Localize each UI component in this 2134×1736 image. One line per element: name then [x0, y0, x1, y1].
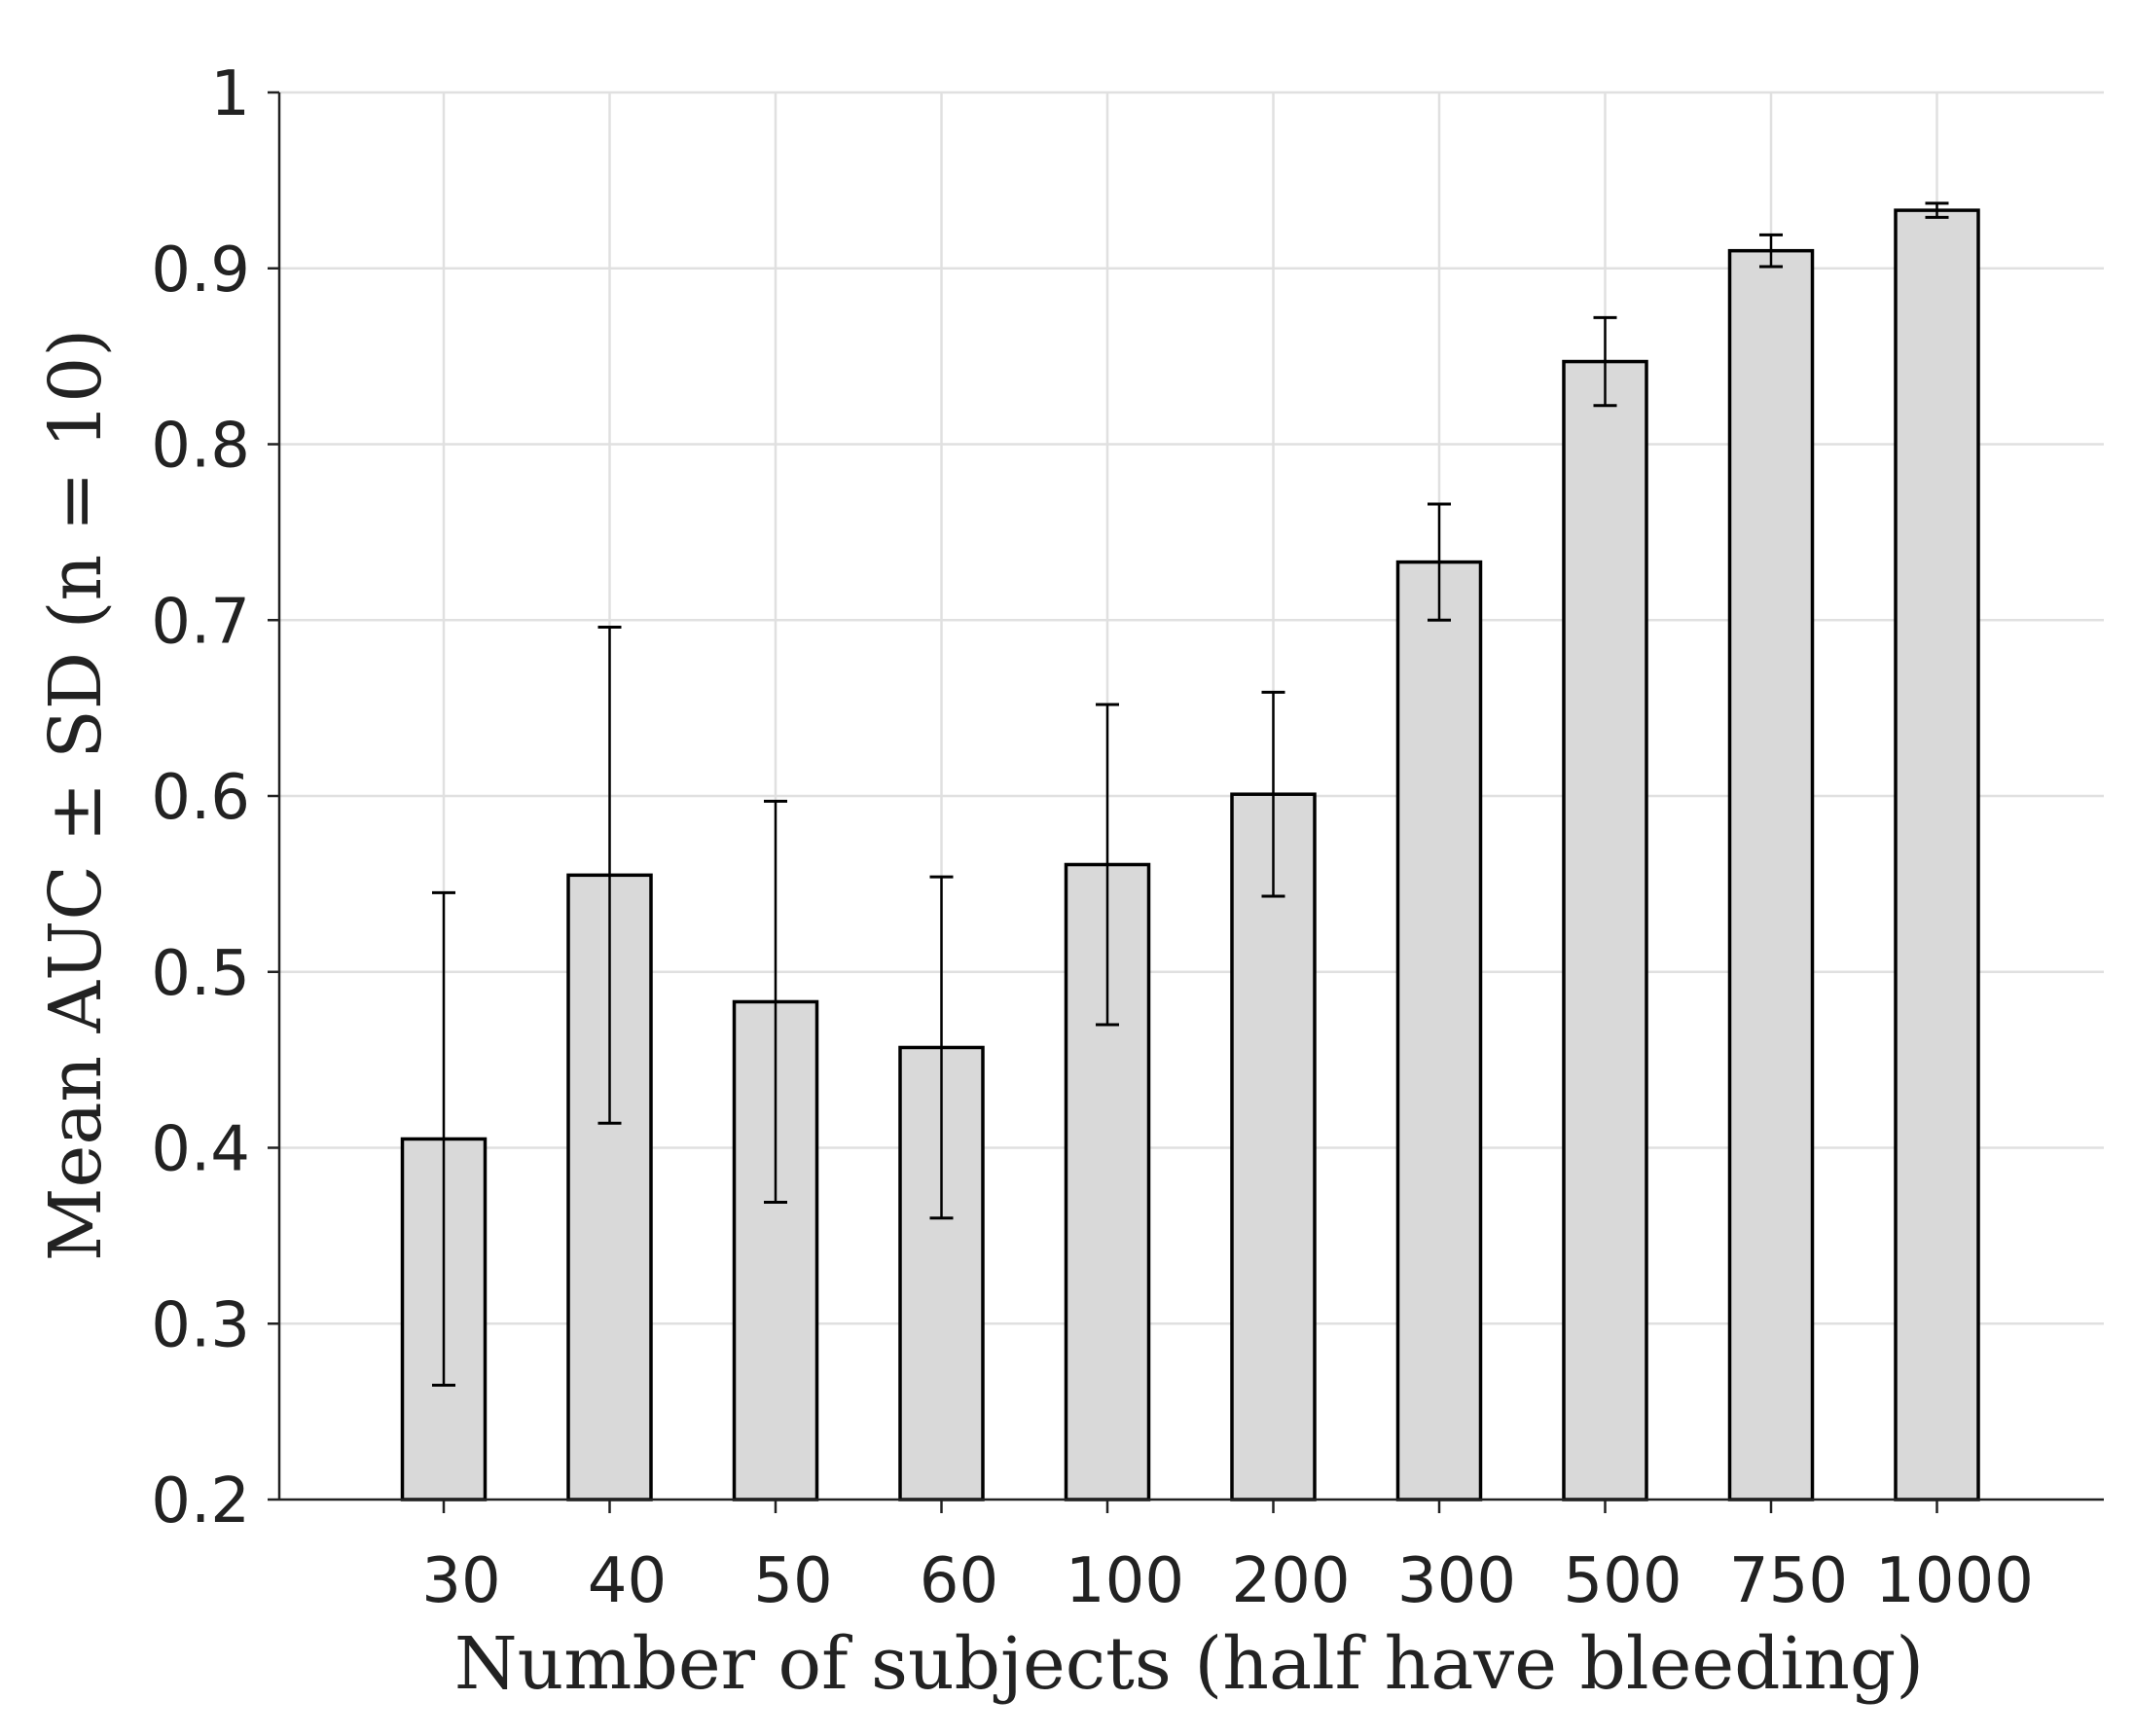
error-bar	[1261, 690, 1285, 898]
error-bar	[1925, 201, 1949, 219]
y-tick-label: 0.7	[151, 586, 250, 658]
error-bar	[764, 799, 787, 1205]
y-tick-label: 0.2	[151, 1465, 250, 1537]
error-bar	[597, 625, 622, 1125]
tick-labels: 0.2 0.3 0.4 0.5 0.6 0.7 0.8 0.9 1 30 40 50 60 100 200 3…	[151, 58, 2034, 1617]
bar	[1395, 560, 1483, 1501]
y-tick-label: 0.5	[151, 938, 250, 1010]
x-tick-label: 50	[753, 1545, 832, 1617]
bars	[400, 208, 1980, 1501]
x-tick-label: 750	[1729, 1545, 1848, 1617]
x-tick-label: 300	[1397, 1545, 1516, 1617]
x-tick-label: 40	[588, 1545, 667, 1617]
error-bar	[929, 875, 954, 1220]
y-tick-label: 0.4	[151, 1114, 250, 1186]
error-bars	[432, 201, 1949, 1388]
error-bar	[1759, 233, 1783, 269]
x-tick-label: 500	[1563, 1545, 1682, 1617]
x-tick-label: 30	[421, 1545, 500, 1617]
error-bar	[1593, 315, 1617, 408]
y-tick-label: 0.9	[151, 235, 250, 307]
bar	[1727, 248, 1815, 1501]
axes	[268, 90, 2104, 1513]
error-bar	[432, 890, 455, 1388]
grid-lines	[279, 90, 2104, 1500]
x-tick-label: 60	[920, 1545, 998, 1617]
bar	[1230, 792, 1317, 1501]
y-tick-label: 0.6	[151, 762, 250, 834]
bar	[1894, 208, 1980, 1501]
x-tick-label: 100	[1066, 1545, 1184, 1617]
x-axis-title: Number of subjects (half have bleeding)	[454, 1622, 1924, 1706]
y-axis-title: Mean AUC ± SD (n = 10)	[34, 329, 118, 1262]
x-tick-label: 1000	[1875, 1545, 2034, 1617]
y-tick-label: 0.3	[151, 1289, 250, 1361]
x-tick-label: 200	[1231, 1545, 1350, 1617]
error-bar	[1096, 703, 1119, 1027]
error-bar	[1428, 502, 1451, 622]
y-tick-label: 1	[210, 58, 250, 130]
bar	[1562, 359, 1648, 1501]
y-tick-label: 0.8	[151, 411, 250, 483]
